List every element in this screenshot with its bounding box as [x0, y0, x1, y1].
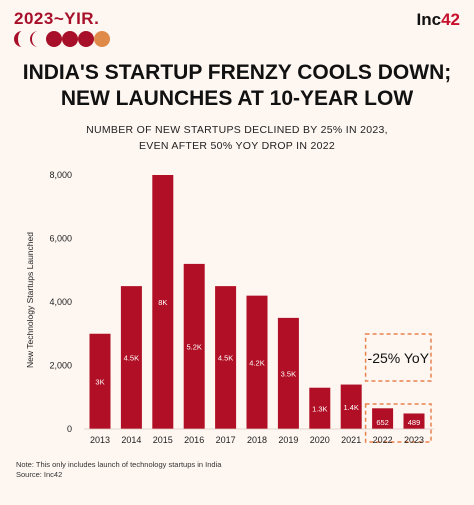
x-tick-label: 2018	[247, 435, 267, 445]
subtitle-line: EVEN AFTER 50% YOY DROP IN 2022	[138, 140, 336, 152]
moon-phase-icon	[14, 31, 110, 47]
bar-data-label: 3K	[95, 377, 104, 386]
bar	[183, 263, 205, 429]
bar-data-label: 8K	[158, 298, 167, 307]
x-tick-label: 2013	[90, 435, 110, 445]
y-tick-label: 2,000	[49, 361, 72, 371]
bar-data-label: 489	[408, 418, 421, 427]
y-tick-label: 0	[67, 424, 72, 434]
brand-text: Inc	[416, 10, 442, 29]
bar	[309, 387, 331, 429]
title-line: NEW LAUNCHES AT 10-YEAR LOW	[60, 87, 414, 110]
bar-data-label: 5.2K	[186, 342, 201, 351]
note-text: Note: This only includes launch of techn…	[16, 460, 222, 469]
bar-data-label: 1.4K	[343, 403, 358, 412]
annotation-text: -25% YoY	[368, 350, 430, 366]
bar-data-label: 1.3K	[312, 404, 327, 413]
y-tick-label: 6,000	[49, 234, 72, 244]
x-tick-label: 2022	[373, 435, 393, 445]
y-axis-label: New Technology Startups Launched	[25, 232, 35, 368]
x-tick-label: 2020	[310, 435, 330, 445]
bar	[120, 286, 142, 429]
brand-number: 42	[441, 10, 460, 29]
bar	[403, 413, 425, 429]
bar-data-label: 652	[376, 418, 389, 427]
y-tick-label: 8,000	[49, 170, 72, 180]
source-text: Source: Inc42	[16, 470, 63, 479]
bar-data-label: 3.5K	[281, 369, 296, 378]
page-title: INDIA'S STARTUP FRENZY COOLS DOWN; NEW L…	[0, 60, 474, 112]
bar-data-label: 4.2K	[249, 358, 264, 367]
x-tick-label: 2019	[278, 435, 298, 445]
yir-badge: 2023~YIR.	[14, 9, 100, 28]
title-line: INDIA'S STARTUP FRENZY COOLS DOWN;	[22, 61, 452, 84]
x-tick-label: 2023	[404, 435, 424, 445]
footnote: Note: This only includes launch of techn…	[16, 460, 221, 480]
callout-box	[364, 403, 432, 443]
bar	[277, 317, 299, 429]
header: 2023~YIR. Inc42	[0, 0, 474, 56]
bar	[340, 384, 362, 429]
bar	[152, 175, 174, 429]
inc42-logo: Inc42	[417, 10, 460, 30]
subtitle-line: NUMBER OF NEW STARTUPS DECLINED BY 25% I…	[86, 124, 388, 136]
x-tick-label: 2017	[216, 435, 236, 445]
chart-subtitle: NUMBER OF NEW STARTUPS DECLINED BY 25% I…	[0, 122, 474, 154]
bar	[215, 286, 237, 429]
bar	[372, 408, 394, 429]
bar	[246, 295, 268, 429]
x-tick-label: 2014	[121, 435, 141, 445]
moon-phase-icons	[14, 31, 110, 47]
y-tick-label: 4,000	[49, 297, 72, 307]
bar-data-label: 4.5K	[124, 354, 139, 363]
x-tick-label: 2015	[153, 435, 173, 445]
bar-data-label: 4.5K	[218, 354, 233, 363]
bar-chart: New Technology Startups Launched 0 2,000 4,…	[25, 170, 434, 445]
x-tick-label: 2016	[184, 435, 204, 445]
bar	[89, 333, 111, 429]
x-tick-label: 2021	[341, 435, 361, 445]
